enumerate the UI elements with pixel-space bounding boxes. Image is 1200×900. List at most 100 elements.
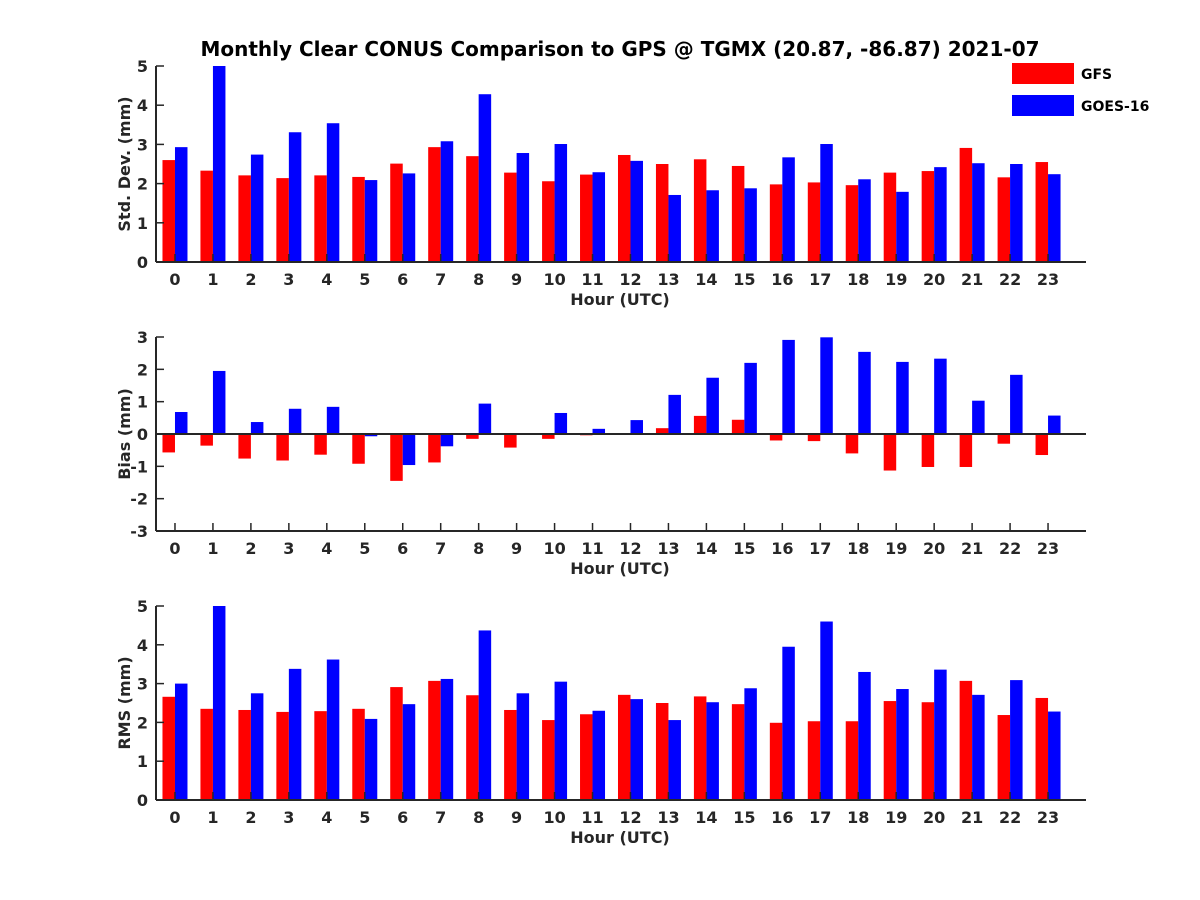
x-tick-label: 5 [359, 808, 370, 827]
x-tick-label: 11 [581, 539, 603, 558]
bar-gfs-hour-10 [542, 181, 555, 262]
bar-gfs-hour-12 [617, 694, 631, 800]
bar-gfs-hour-15 [731, 419, 745, 434]
x-tick-label: 18 [847, 808, 869, 827]
x-tick-label: 23 [1037, 808, 1059, 827]
x-tick-label: 2 [245, 270, 256, 289]
x-tick-label: 1 [207, 539, 218, 558]
x-tick-label: 1 [207, 270, 218, 289]
bar-goes16-hour-7 [440, 434, 454, 447]
x-tick-label: 2 [245, 808, 256, 827]
x-tick-label: 5 [359, 270, 370, 289]
x-tick-label: 10 [543, 808, 565, 827]
x-tick-label: 21 [961, 808, 983, 827]
bar-goes16-hour-3 [288, 408, 302, 434]
bar-gfs-hour-17 [807, 434, 821, 442]
bar-goes16-hour-15 [744, 362, 757, 434]
x-tick-label: 22 [999, 808, 1021, 827]
y-tick-label: -1 [130, 457, 148, 476]
bar-goes16-hour-13 [668, 194, 681, 262]
bar-goes16-hour-4 [326, 659, 340, 800]
x-axis-label: Hour (UTC) [570, 290, 670, 309]
x-tick-label: 3 [283, 539, 294, 558]
bar-gfs-hour-5 [352, 176, 365, 262]
bar-goes16-hour-12 [630, 420, 643, 434]
bar-gfs-hour-2 [238, 175, 251, 262]
bar-gfs-hour-5 [352, 434, 365, 464]
bar-goes16-hour-5 [364, 180, 378, 262]
y-tick-label: -3 [130, 522, 148, 541]
bar-gfs-hour-14 [693, 415, 707, 434]
bar-gfs-hour-9 [504, 172, 517, 262]
bar-goes16-hour-5 [364, 434, 378, 437]
bar-goes16-hour-14 [706, 702, 719, 800]
bar-goes16-hour-11 [592, 710, 606, 800]
y-tick-label: 2 [137, 175, 148, 194]
bar-goes16-hour-18 [858, 179, 871, 262]
bar-goes16-hour-2 [250, 422, 264, 434]
bar-gfs-hour-17 [807, 182, 821, 262]
bar-gfs-hour-18 [845, 434, 859, 454]
y-tick-label: 0 [137, 425, 148, 444]
bar-gfs-hour-5 [352, 708, 365, 800]
x-tick-label: 22 [999, 539, 1021, 558]
x-tick-label: 21 [961, 539, 983, 558]
bar-gfs-hour-1 [200, 434, 213, 446]
x-tick-label: 10 [543, 539, 565, 558]
x-tick-label: 17 [809, 270, 831, 289]
bar-gfs-hour-3 [276, 711, 289, 800]
bar-gfs-hour-19 [883, 434, 897, 471]
x-tick-label: 14 [695, 808, 717, 827]
bar-goes16-hour-17 [820, 337, 833, 434]
bar-gfs-hour-22 [997, 715, 1011, 800]
bar-goes16-hour-8 [478, 94, 492, 262]
bar-gfs-hour-23 [1035, 162, 1049, 262]
bar-gfs-hour-4 [314, 434, 327, 455]
bar-gfs-hour-4 [314, 711, 327, 800]
bar-goes16-hour-23 [1048, 711, 1061, 800]
bar-gfs-hour-21 [959, 680, 973, 800]
x-tick-label: 4 [321, 270, 332, 289]
x-tick-label: 4 [321, 808, 332, 827]
x-tick-label: 12 [619, 270, 641, 289]
bar-gfs-hour-7 [428, 147, 441, 262]
y-tick-label: 1 [137, 393, 148, 412]
y-tick-label: 4 [137, 96, 148, 115]
y-tick-label: 1 [137, 752, 148, 771]
bar-gfs-hour-20 [921, 702, 935, 800]
bar-gfs-hour-2 [238, 709, 251, 800]
x-tick-label: 6 [397, 270, 408, 289]
bar-goes16-hour-14 [706, 190, 719, 262]
y-axis-label: Bias (mm) [115, 388, 134, 480]
bar-goes16-hour-2 [250, 154, 264, 262]
bar-gfs-hour-22 [997, 434, 1011, 444]
y-tick-label: 3 [137, 675, 148, 694]
y-tick-label: 2 [137, 360, 148, 379]
bar-goes16-hour-20 [934, 358, 947, 434]
bar-goes16-hour-1 [212, 370, 226, 434]
bar-goes16-hour-0 [174, 412, 188, 434]
bar-goes16-hour-4 [326, 123, 340, 262]
bar-gfs-hour-21 [959, 147, 973, 262]
bar-goes16-hour-23 [1048, 415, 1061, 434]
x-tick-label: 0 [169, 539, 180, 558]
bar-gfs-hour-11 [580, 174, 593, 262]
bar-goes16-hour-6 [402, 704, 416, 800]
bar-goes16-hour-21 [972, 163, 985, 262]
bar-goes16-hour-3 [288, 132, 302, 262]
bar-gfs-hour-10 [542, 720, 555, 800]
x-tick-label: 17 [809, 808, 831, 827]
bar-gfs-hour-14 [693, 696, 707, 800]
legend-label-gfs: GFS [1081, 67, 1112, 83]
bar-goes16-hour-8 [478, 630, 492, 800]
y-tick-label: 3 [137, 135, 148, 154]
bar-gfs-hour-8 [466, 434, 479, 439]
bar-goes16-hour-19 [896, 361, 909, 434]
bar-gfs-hour-6 [390, 687, 403, 800]
bar-gfs-hour-18 [845, 185, 859, 262]
bar-gfs-hour-6 [390, 163, 403, 262]
bar-goes16-hour-5 [364, 718, 378, 800]
bar-goes16-hour-1 [212, 66, 226, 262]
